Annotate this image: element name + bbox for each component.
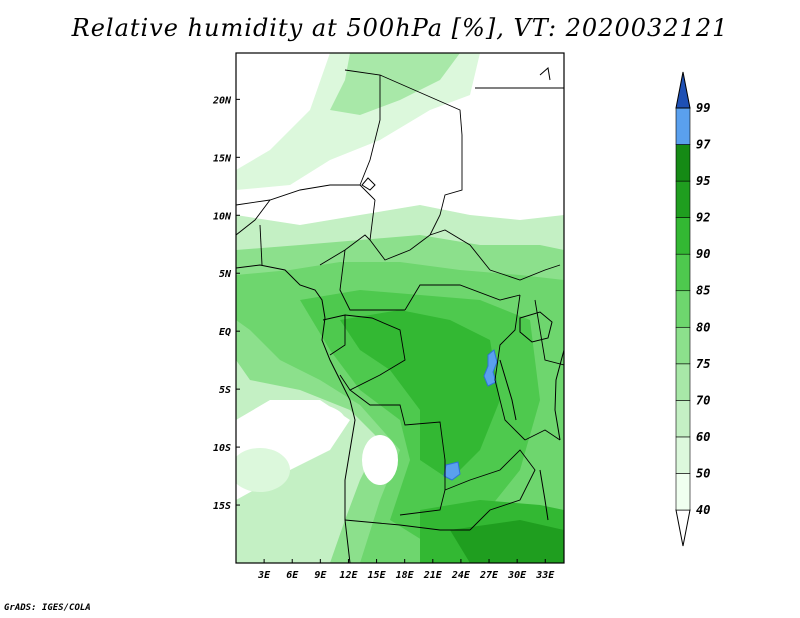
colorbar-segment	[675, 107, 691, 145]
border-car-drc	[404, 284, 521, 311]
colorbar-segment	[675, 473, 691, 511]
border-niger-nigeria	[236, 184, 376, 206]
humidity-band-tropics-wet	[340, 310, 500, 480]
humidity-field	[236, 53, 564, 563]
coast-indian-ocean	[554, 349, 564, 441]
dry-patch-atlantic	[236, 448, 290, 492]
colorbar-segment	[675, 363, 691, 401]
border-west-africa-1	[236, 199, 271, 236]
border-cameroon-car	[339, 249, 405, 311]
colorbar-top-triangle	[675, 71, 691, 109]
coastlines	[236, 67, 564, 563]
lat-tick-label: 15N	[213, 153, 232, 164]
colorbar-label: 85	[696, 284, 710, 298]
coast-red-sea-hint	[539, 67, 551, 81]
lon-tick-label: 9E	[314, 570, 327, 581]
coast-west-central	[321, 317, 356, 563]
dry-patch-angola	[362, 435, 398, 485]
lon-tick-label: 15E	[368, 570, 387, 581]
colorbar-bottom-triangle	[675, 509, 691, 547]
lat-tick-label: EQ	[219, 327, 231, 338]
border-kenya-uganda	[534, 299, 564, 366]
lon-tick-label: 27E	[479, 570, 499, 581]
latitude-axis: 20N 15N 10N 5N EQ 5S 10S 15S	[212, 95, 240, 512]
border-gabon	[322, 314, 346, 356]
lon-tick-label: 6E	[286, 570, 299, 581]
colorbar-segment	[675, 180, 691, 218]
border-chad-car	[369, 199, 431, 261]
colorbar-label: 60	[696, 430, 710, 444]
colorbar-label: 40	[696, 503, 710, 517]
border-nigeria-cameroon	[319, 234, 371, 266]
lake-victoria	[519, 311, 553, 343]
colorbar: 40 50 60 70 75 80 85 90 92 95 97 99	[675, 71, 711, 547]
colorbar-segment	[675, 144, 691, 182]
lat-tick-label: 10S	[213, 443, 231, 454]
lon-tick-label: 3E	[257, 570, 271, 581]
lat-tick-label: 10N	[213, 211, 232, 222]
lon-tick-label: 30E	[507, 570, 527, 581]
lake-chad	[361, 177, 376, 191]
border-tanzania	[524, 429, 561, 441]
colorbar-label: 97	[696, 138, 711, 152]
lat-tick-label: 5S	[219, 385, 231, 396]
lon-tick-label: 18E	[396, 570, 415, 581]
lake-tanganyika	[499, 359, 517, 421]
border-zambia	[444, 449, 536, 531]
lat-tick-label: 15S	[213, 501, 231, 512]
colorbar-label: 90	[696, 247, 710, 261]
lake-malawi	[539, 469, 549, 521]
border-angola-zambia	[399, 460, 446, 516]
border-angola-namibia	[344, 519, 470, 531]
border-libya-chad	[344, 69, 463, 136]
border-drc-east	[494, 294, 526, 441]
colorbar-label: 75	[696, 357, 710, 371]
border-south-sudan	[489, 264, 561, 281]
country-borders	[236, 69, 564, 531]
border-sudan-west	[429, 135, 463, 236]
coast-gulf-of-guinea	[236, 264, 326, 319]
border-niger-chad	[359, 75, 381, 186]
colorbar-segment	[675, 253, 691, 292]
saturated-patch-lake-tanganyika	[483, 349, 498, 387]
lon-tick-label: 24E	[451, 570, 471, 581]
map-frame	[235, 52, 565, 564]
colorbar-label: 92	[696, 211, 710, 225]
colorbar-segment	[675, 436, 691, 474]
dry-patch-west	[255, 402, 345, 438]
colorbar-label: 95	[696, 174, 710, 188]
colorbar-segment	[675, 400, 691, 438]
humidity-band-north-core	[330, 53, 460, 115]
colorbar-label: 70	[696, 393, 710, 407]
map-title: Relative humidity at 500hPa [%], VT: 202…	[71, 14, 729, 42]
colorbar-label: 99	[696, 101, 710, 115]
longitude-axis: 3E 6E 9E 12E 15E 18E 21E 24E 27E 30E 33E	[257, 559, 555, 581]
colorbar-segment	[675, 290, 691, 328]
border-chad-sudan	[429, 229, 491, 271]
lon-tick-label: 12E	[339, 570, 358, 581]
lon-tick-label: 33E	[535, 570, 555, 581]
lat-tick-label: 5N	[219, 269, 232, 280]
colorbar-segment	[675, 326, 691, 365]
colorbar-segment	[675, 217, 691, 255]
border-west-africa-2	[259, 224, 263, 266]
lon-tick-label: 21E	[423, 570, 443, 581]
lat-tick-label: 20N	[212, 95, 232, 106]
saturated-patch-zambia	[443, 461, 461, 481]
colorbar-label: 50	[696, 466, 710, 480]
border-drc-angola	[349, 389, 446, 461]
humidity-band-south-core	[450, 520, 564, 563]
grads-credit: GrADS: IGES/COLA	[4, 603, 91, 613]
colorbar-label: 80	[696, 320, 710, 334]
